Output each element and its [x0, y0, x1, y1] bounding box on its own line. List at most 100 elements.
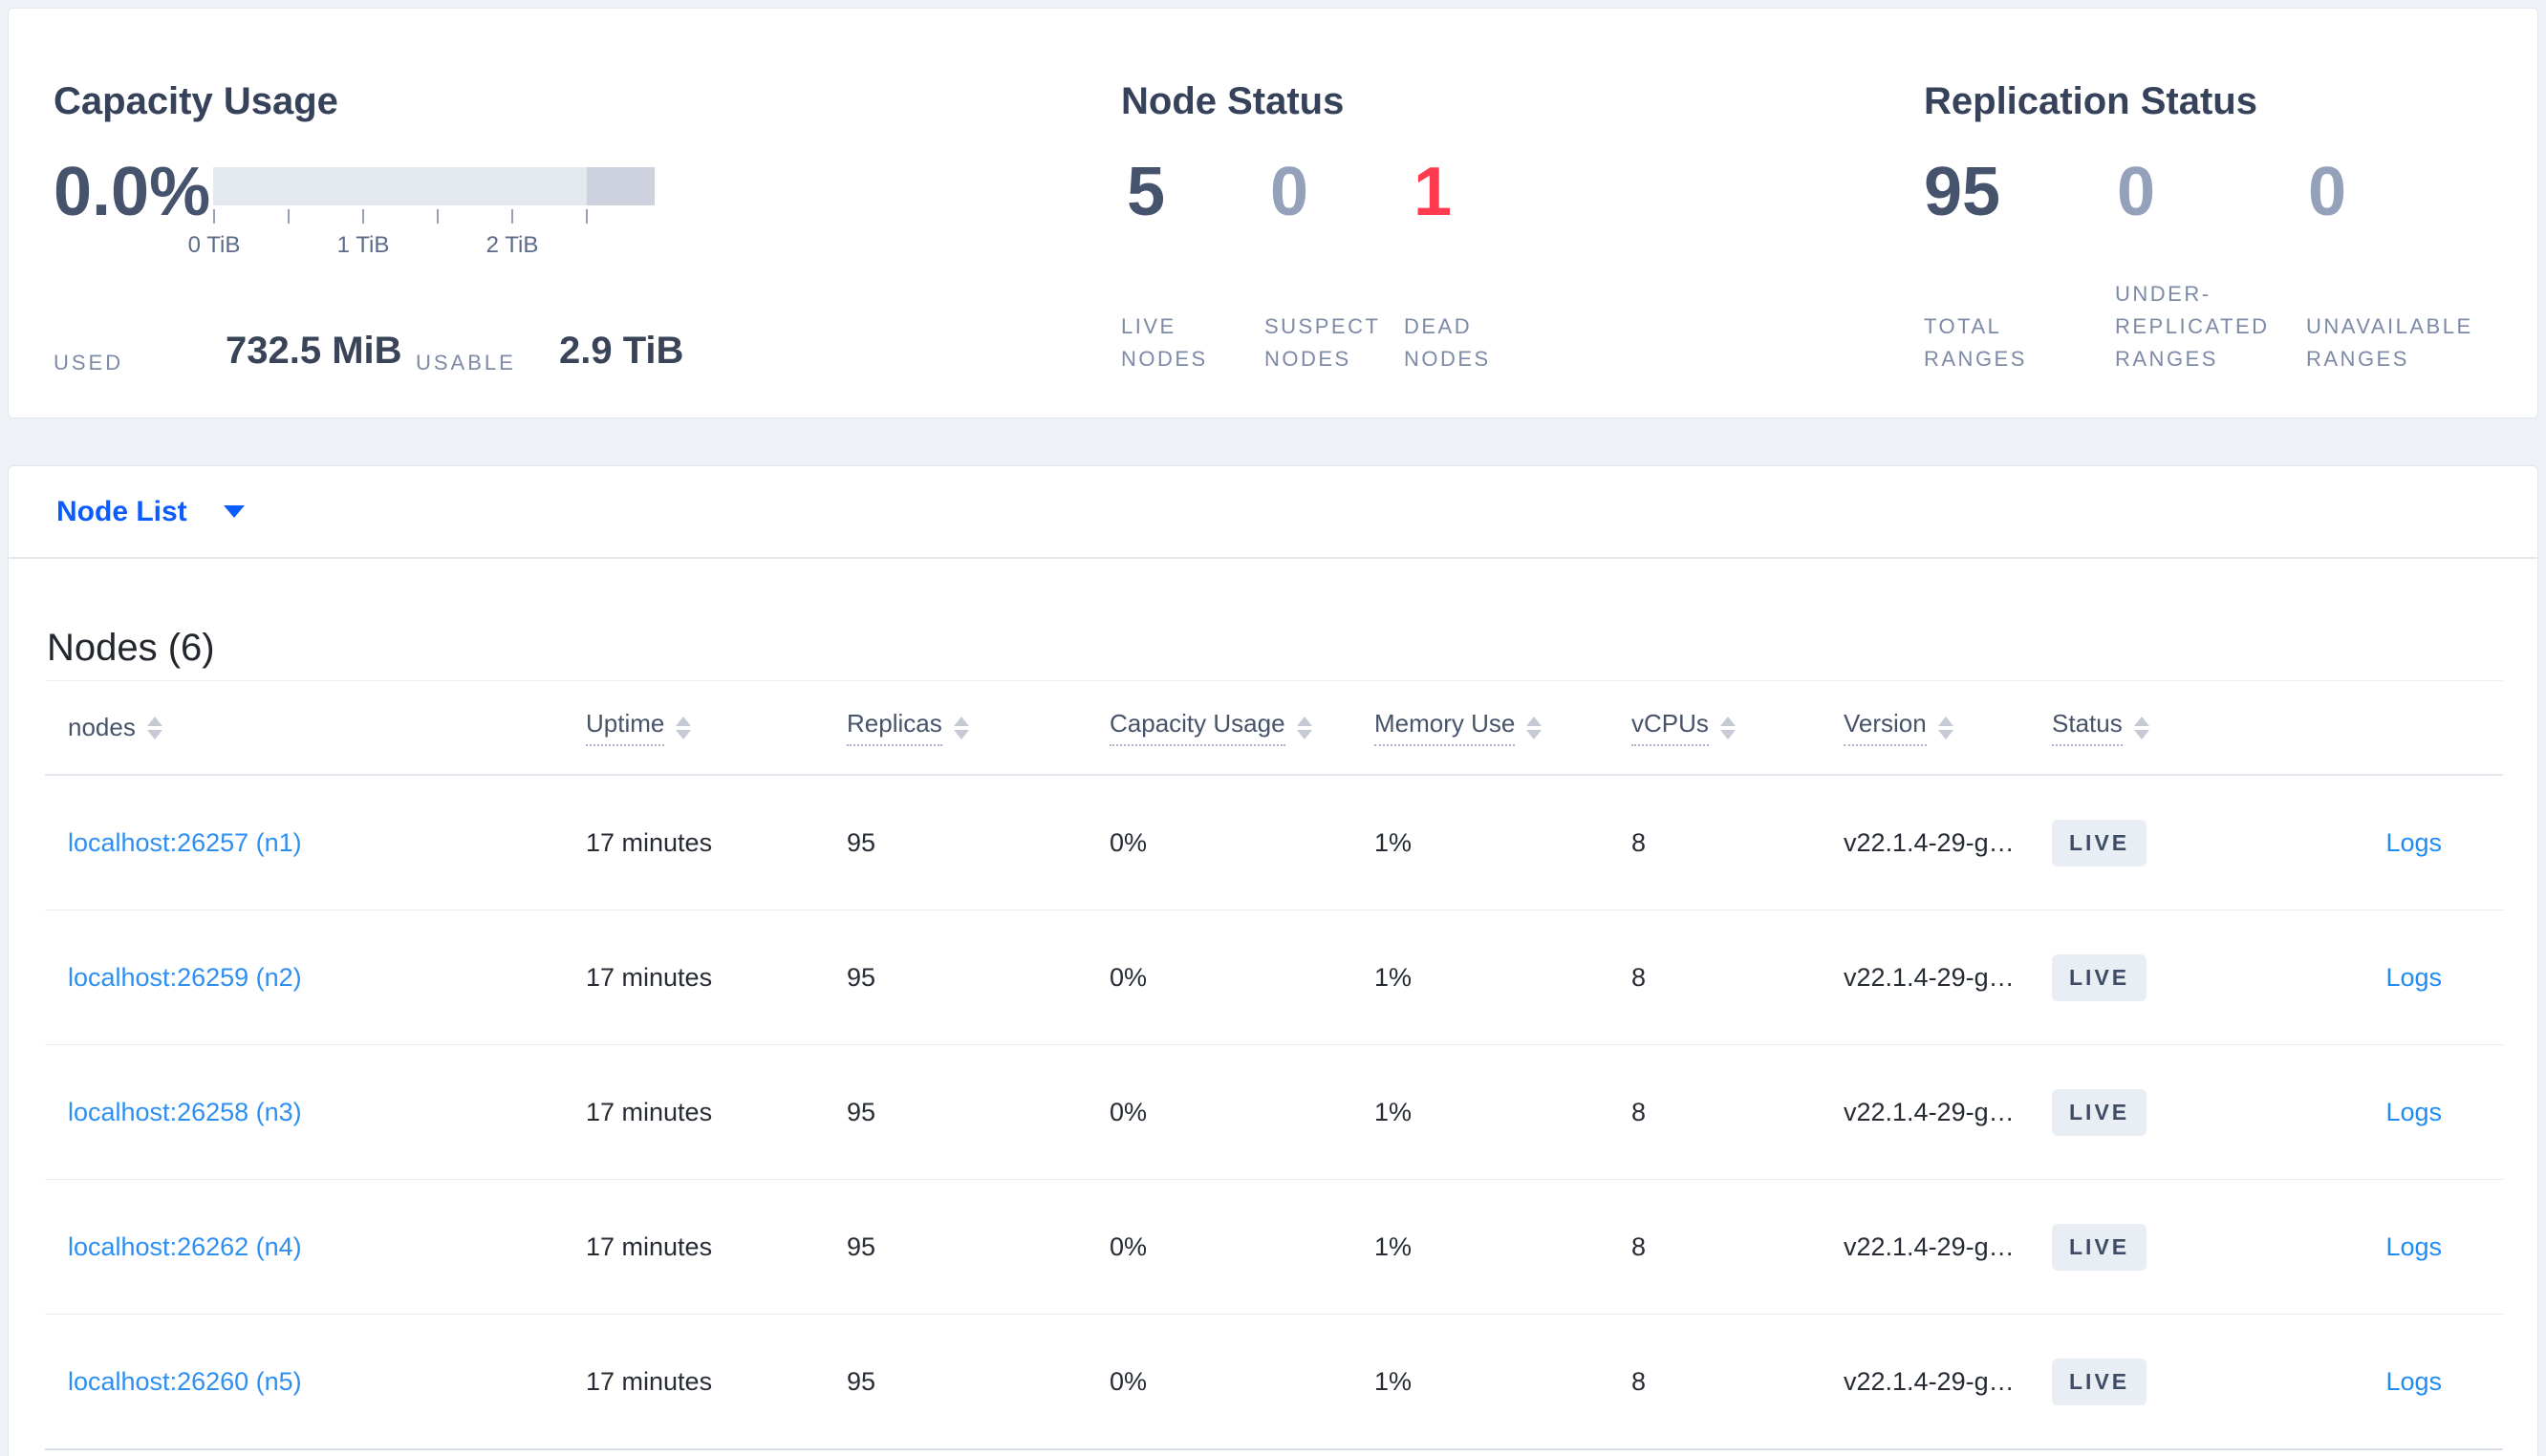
total-ranges-label: TOTAL RANGES	[1924, 314, 2027, 371]
logs-link[interactable]: Logs	[2385, 1097, 2442, 1126]
node-cell: localhost:26259 (n2)	[45, 963, 586, 993]
column-header-capacity-usage[interactable]: Capacity Usage	[1110, 709, 1374, 746]
axis-tick	[437, 209, 439, 224]
sort-icon	[676, 716, 692, 739]
version-cell: v22.1.4-29-g…	[1844, 962, 2015, 992]
capacity-usage-cell: 0%	[1110, 1366, 1148, 1396]
table-header-row: nodes Uptime Replicas Capacity Usage Memory …	[45, 681, 2503, 776]
column-header-label: Status	[2052, 709, 2123, 746]
unavailable-ranges-label: UNAVAILABLE RANGES	[2306, 314, 2473, 371]
node-list-dropdown[interactable]: Node List	[56, 495, 187, 527]
uptime-cell: 17 minutes	[586, 962, 713, 992]
node-link[interactable]: localhost:26258 (n3)	[68, 1097, 302, 1126]
logs-link[interactable]: Logs	[2385, 1366, 2442, 1396]
vcpus-cell: 8	[1631, 827, 1647, 857]
column-header-nodes[interactable]: nodes	[45, 713, 586, 742]
dead-nodes-label: DEAD NODES	[1404, 314, 1491, 371]
vcpus-cell: 8	[1631, 1097, 1647, 1126]
axis-tick	[511, 209, 513, 224]
replicas-cell: 95	[847, 1366, 876, 1396]
capacity-percent: 0.0%	[54, 154, 211, 230]
node-link[interactable]: localhost:26259 (n2)	[68, 962, 302, 992]
vcpus-cell: 8	[1631, 1231, 1647, 1261]
nodes-heading: Nodes (6)	[47, 627, 215, 670]
sort-icon	[146, 716, 162, 739]
node-link[interactable]: localhost:26257 (n1)	[68, 827, 302, 857]
logs-cell: Logs	[2344, 1232, 2503, 1262]
capacity-usage-bar	[213, 167, 655, 205]
node-status-title: Node Status	[1121, 80, 1345, 123]
replicas-cell: 95	[847, 962, 876, 992]
unavailable-ranges-count: 0	[2308, 154, 2347, 230]
node-row: localhost:26257 (n1) 17 minutes 95 0% 1% 8 v22…	[45, 776, 2503, 910]
node-cell: localhost:26260 (n5)	[45, 1367, 586, 1397]
column-header-label: nodes	[68, 713, 136, 741]
node-cell: localhost:26258 (n3)	[45, 1098, 586, 1127]
logs-cell: Logs	[2344, 1367, 2503, 1397]
sort-icon	[2133, 716, 2149, 739]
version-cell: v22.1.4-29-g…	[1844, 1366, 2015, 1396]
sort-icon	[1526, 716, 1543, 739]
uptime-cell: 17 minutes	[586, 1097, 713, 1126]
memory-use-cell: 1%	[1374, 1366, 1413, 1396]
column-header-replicas[interactable]: Replicas	[847, 709, 1110, 746]
node-link[interactable]: localhost:26260 (n5)	[68, 1366, 302, 1396]
column-header-label: Capacity Usage	[1110, 709, 1285, 746]
usable-value: 2.9 TiB	[559, 330, 684, 372]
node-cell: localhost:26262 (n4)	[45, 1232, 586, 1262]
capacity-usage-cell: 0%	[1110, 1097, 1148, 1126]
status-cell: LIVE	[2052, 1358, 2344, 1405]
live-nodes-count: 5	[1127, 154, 1166, 230]
suspect-nodes-label: SUSPECT NODES	[1264, 314, 1381, 371]
memory-use-cell: 1%	[1374, 1097, 1413, 1126]
status-cell: LIVE	[2052, 819, 2344, 867]
version-cell: v22.1.4-29-g…	[1844, 827, 2015, 857]
live-status-badge: LIVE	[2052, 1088, 2147, 1136]
column-header-label: Uptime	[586, 709, 665, 746]
node-row: localhost:26260 (n5) 17 minutes 95 0% 1% 8 v22…	[45, 1315, 2503, 1450]
node-row: localhost:26258 (n3) 17 minutes 95 0% 1% 8 v22…	[45, 1045, 2503, 1180]
capacity-usage-title: Capacity Usage	[54, 80, 338, 123]
column-header-label: Version	[1844, 709, 1927, 746]
column-header-label: Replicas	[847, 709, 942, 746]
column-header-status[interactable]: Status	[2052, 709, 2344, 746]
memory-use-cell: 1%	[1374, 1231, 1413, 1261]
column-header-label: Memory Use	[1374, 709, 1516, 746]
axis-tick-label: 0 TiB	[187, 232, 241, 258]
used-label: USED	[54, 351, 124, 375]
logs-cell: Logs	[2344, 963, 2503, 993]
logs-cell: Logs	[2344, 828, 2503, 858]
column-header-memory-use[interactable]: Memory Use	[1374, 709, 1631, 746]
chevron-down-icon[interactable]	[223, 505, 245, 518]
column-header-label: vCPUs	[1631, 709, 1709, 746]
column-header-vcpus[interactable]: vCPUs	[1631, 709, 1844, 746]
node-cell: localhost:26257 (n1)	[45, 828, 586, 858]
sort-icon	[953, 716, 969, 739]
logs-link[interactable]: Logs	[2385, 827, 2442, 857]
status-cell: LIVE	[2052, 953, 2344, 1001]
sort-icon	[1296, 716, 1312, 739]
column-header-version[interactable]: Version	[1844, 709, 2052, 746]
replicas-cell: 95	[847, 1097, 876, 1126]
logs-link[interactable]: Logs	[2385, 1231, 2442, 1261]
vcpus-cell: 8	[1631, 962, 1647, 992]
axis-tick	[213, 209, 215, 224]
live-status-badge: LIVE	[2052, 819, 2147, 867]
dead-nodes-count: 1	[1413, 154, 1453, 230]
view-selector-bar: Node List	[8, 465, 2538, 558]
axis-tick	[586, 209, 588, 224]
column-header-uptime[interactable]: Uptime	[586, 709, 847, 746]
logs-link[interactable]: Logs	[2385, 962, 2442, 992]
node-row: localhost:26262 (n4) 17 minutes 95 0% 1% 8 v22…	[45, 1180, 2503, 1315]
vcpus-cell: 8	[1631, 1366, 1647, 1396]
logs-cell: Logs	[2344, 1098, 2503, 1127]
live-nodes-label: LIVE NODES	[1121, 314, 1208, 371]
replication-status-title: Replication Status	[1924, 80, 2257, 123]
under-replicated-ranges-count: 0	[2117, 154, 2156, 230]
uptime-cell: 17 minutes	[586, 1231, 713, 1261]
used-value: 732.5 MiB	[226, 330, 402, 372]
node-link[interactable]: localhost:26262 (n4)	[68, 1231, 302, 1261]
usable-label: USABLE	[416, 351, 516, 375]
table-body: localhost:26257 (n1) 17 minutes 95 0% 1% 8 v22…	[45, 776, 2503, 1450]
